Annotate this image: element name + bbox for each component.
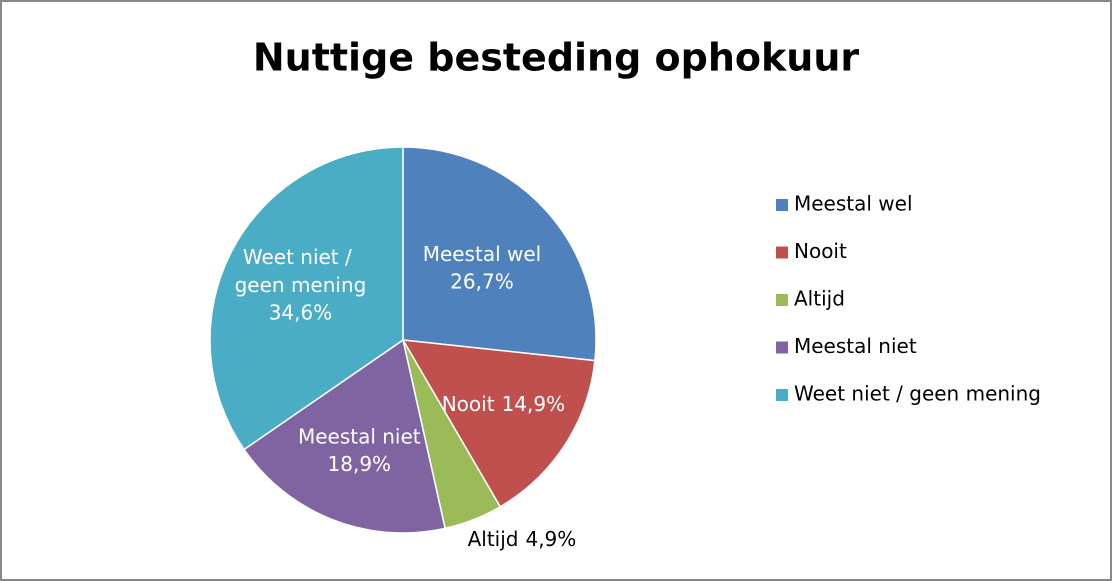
legend-label: Weet niet / geen mening bbox=[794, 382, 1041, 406]
data-label-value: 18,9% bbox=[328, 452, 392, 476]
legend-label: Nooit bbox=[794, 239, 847, 263]
legend-swatch bbox=[776, 294, 788, 306]
pie-slice bbox=[209, 146, 404, 451]
pie-slice bbox=[402, 146, 597, 362]
data-label-category: Meestal niet bbox=[298, 424, 421, 448]
pie-slice bbox=[243, 338, 446, 534]
data-label-category: Weet niet / geen mening bbox=[235, 245, 367, 297]
data-label-value: 26,7% bbox=[450, 270, 514, 294]
data-label-value: 14,9% bbox=[502, 392, 566, 416]
data-label: Nooit 14,9% bbox=[442, 392, 565, 416]
legend-swatch bbox=[776, 199, 788, 211]
legend-swatch bbox=[776, 341, 788, 354]
legend-label: Meestal wel bbox=[794, 192, 913, 216]
legend-label: Meestal niet bbox=[794, 334, 917, 358]
data-label-value: 4,9% bbox=[525, 527, 576, 551]
pie-slice bbox=[401, 339, 596, 508]
data-label-category: Altijd bbox=[468, 527, 519, 551]
legend-swatch bbox=[776, 389, 788, 401]
legend-swatch bbox=[776, 246, 788, 259]
data-label: Altijd 4,9% bbox=[468, 527, 577, 551]
data-label-value: 34,6% bbox=[269, 301, 333, 325]
legend-label: Altijd bbox=[794, 287, 845, 311]
data-label-category: Nooit bbox=[442, 392, 495, 416]
data-label-category: Meestal wel bbox=[423, 242, 542, 266]
chart-title: Nuttige besteding ophokuur bbox=[253, 36, 859, 80]
